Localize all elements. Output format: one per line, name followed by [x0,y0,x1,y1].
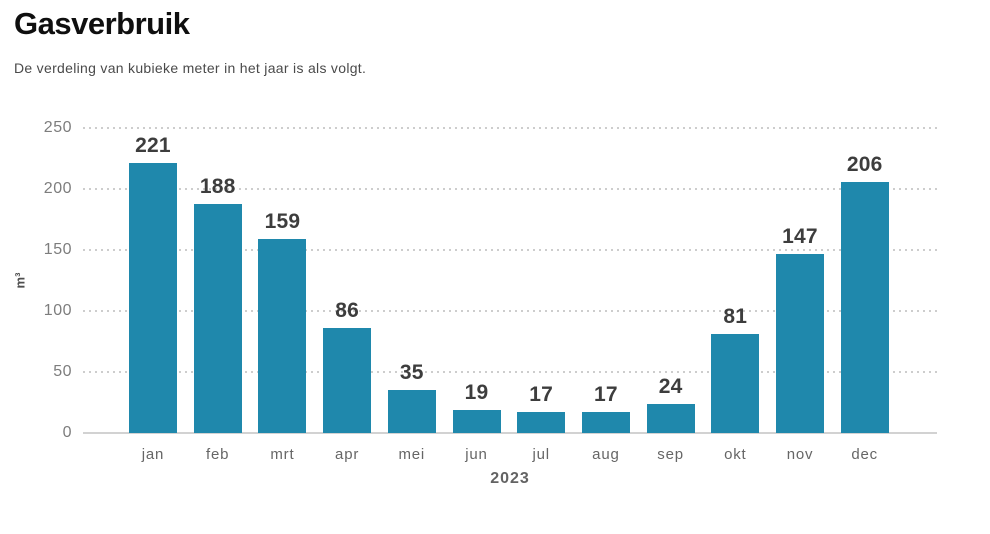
bar-value-label: 35 [399,361,424,385]
bar-feb[interactable] [193,203,242,433]
gridline [83,371,937,373]
bar-aug[interactable] [581,412,630,433]
gridline [83,188,937,190]
x-tick-label-jan: jan [141,446,165,463]
bar-value-label: 24 [658,374,683,398]
chart-subtitle: De verdeling van kubieke meter in het ja… [14,60,367,76]
bar-value-label: 188 [199,174,236,198]
gridline [83,249,937,251]
bar-nov[interactable] [776,253,824,433]
bar-value-label: 221 [135,134,171,158]
bar-jan[interactable] [129,163,177,433]
bar-mrt[interactable] [258,239,307,433]
x-tick-label-mei: mei [398,446,426,463]
y-tick-label: 200 [43,180,72,197]
x-tick-label-aug: aug [592,446,620,463]
x-tick-label-dec: dec [851,446,878,463]
gridline [83,127,937,129]
x-tick-label-mrt: mrt [270,446,295,463]
bar-okt[interactable] [711,334,760,433]
bar-dec[interactable] [840,181,889,433]
x-tick-label-jun: jun [465,446,488,463]
bar-value-label: 206 [846,152,883,176]
bar-jul[interactable] [517,412,566,433]
gridline [83,310,937,312]
bar-value-label: 17 [529,383,554,407]
bar-jun[interactable] [452,409,501,433]
bar-sep[interactable] [646,403,695,433]
bar-value-label: 17 [594,383,618,407]
x-tick-label-apr: apr [335,446,360,463]
bar-value-label: 81 [723,305,748,329]
x-tick-label-sep: sep [657,446,684,463]
y-tick-label: 150 [43,241,72,258]
x-tick-label-jul: jul [532,446,550,463]
bar-value-label: 19 [464,380,489,404]
bar-value-label: 86 [335,299,359,323]
y-tick-label: 100 [43,302,72,319]
bar-mei[interactable] [387,390,436,433]
x-tick-label-okt: okt [724,446,747,463]
x-axis-title: 2023 [490,470,530,487]
x-axis-line [83,432,937,434]
x-tick-label-feb: feb [206,446,230,463]
bar-value-label: 159 [264,210,301,234]
bar-apr[interactable] [323,328,372,433]
bar-value-label: 147 [782,224,818,248]
y-tick-label: 0 [62,424,72,441]
y-tick-label: 50 [53,363,72,380]
chart-title: Gasverbruik [14,6,190,41]
y-tick-label: 250 [43,119,72,136]
x-tick-label-nov: nov [786,446,814,463]
